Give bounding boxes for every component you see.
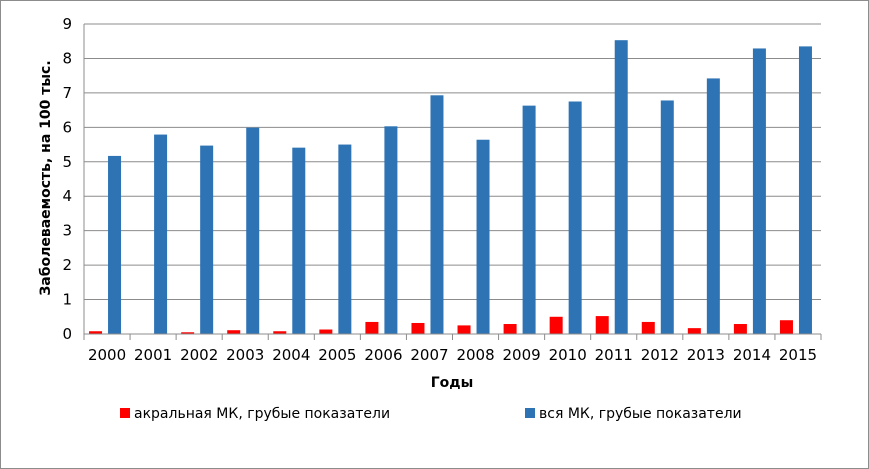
bar-all-2001 xyxy=(154,134,168,334)
bar-all-2005 xyxy=(338,144,352,334)
y-tick-label: 6 xyxy=(62,118,72,136)
x-axis-tick-labels: 2000 2001 2002 2003 2004 2005 2006 2007 2008 2009… xyxy=(88,346,817,364)
x-tick-label: 2003 xyxy=(226,346,264,364)
bar-all-2008 xyxy=(476,139,490,334)
bar-acral-2015 xyxy=(779,320,793,334)
bar-all-2009 xyxy=(522,105,536,334)
y-tick-label: 1 xyxy=(62,291,72,309)
bar-acral-2003 xyxy=(227,330,241,334)
legend-label-acral: акральная МК, грубые показатели xyxy=(134,406,390,422)
legend-label-all: вся МК, грубые показатели xyxy=(539,406,742,422)
bar-acral-2002 xyxy=(181,332,195,334)
x-tick-label: 2011 xyxy=(595,346,633,364)
x-tick-label: 2005 xyxy=(318,346,356,364)
x-tick-label: 2013 xyxy=(687,346,725,364)
y-tick-label: 2 xyxy=(62,256,72,274)
bar-acral-2006 xyxy=(365,321,379,334)
x-axis-title: Годы xyxy=(431,375,474,391)
bar-all-2013 xyxy=(706,78,720,334)
bar-acral-2000 xyxy=(89,331,103,334)
bar-all-2002 xyxy=(200,145,214,334)
y-tick-label: 5 xyxy=(62,153,72,171)
bar-all-2004 xyxy=(292,147,306,334)
bar-all-2007 xyxy=(430,95,444,334)
bar-all-2015 xyxy=(798,46,812,335)
x-tick-label: 2002 xyxy=(180,346,218,364)
legend: акральная МК, грубые показатели вся МК, … xyxy=(120,406,742,422)
x-tick-label: 2010 xyxy=(549,346,587,364)
x-tick-label: 2012 xyxy=(641,346,679,364)
x-tick-label: 2001 xyxy=(134,346,172,364)
bar-all-2006 xyxy=(384,126,398,334)
y-tick-label: 8 xyxy=(62,49,72,67)
bars xyxy=(89,40,812,335)
y-tick-label: 3 xyxy=(62,222,72,240)
bar-acral-2004 xyxy=(273,331,287,334)
bar-all-2011 xyxy=(614,40,628,334)
bar-all-2012 xyxy=(660,100,674,334)
bar-acral-2012 xyxy=(641,321,655,334)
x-tick-label: 2008 xyxy=(456,346,494,364)
bar-all-2003 xyxy=(246,127,260,334)
bar-acral-2008 xyxy=(457,325,471,334)
x-tick-label: 2009 xyxy=(503,346,541,364)
y-tick-label: 7 xyxy=(62,84,72,102)
legend-swatch-acral xyxy=(120,408,130,418)
x-tick-label: 2004 xyxy=(272,346,310,364)
bar-acral-2011 xyxy=(595,316,609,334)
y-axis-tick-labels: 0 1 2 3 4 5 6 7 8 9 xyxy=(62,15,72,343)
bar-all-2000 xyxy=(108,155,122,334)
x-tick-label: 2007 xyxy=(410,346,448,364)
bar-all-2014 xyxy=(752,48,766,334)
y-axis-title: Заболеваемость, на 100 тыс. xyxy=(38,60,54,295)
bar-acral-2014 xyxy=(733,324,747,334)
y-tick-label: 0 xyxy=(62,325,72,343)
x-tick-label: 2006 xyxy=(364,346,402,364)
bar-acral-2009 xyxy=(503,324,517,334)
axes xyxy=(83,24,822,340)
bar-acral-2010 xyxy=(549,316,563,334)
x-tick-label: 2015 xyxy=(779,346,817,364)
y-tick-label: 9 xyxy=(62,15,72,33)
x-tick-label: 2014 xyxy=(733,346,771,364)
bar-acral-2013 xyxy=(687,328,701,334)
y-tick-label: 4 xyxy=(62,187,72,205)
x-tick-label: 2000 xyxy=(88,346,126,364)
legend-swatch-all xyxy=(525,408,535,418)
bar-acral-2005 xyxy=(319,329,333,334)
bar-all-2010 xyxy=(568,101,582,334)
bar-acral-2007 xyxy=(411,322,425,334)
